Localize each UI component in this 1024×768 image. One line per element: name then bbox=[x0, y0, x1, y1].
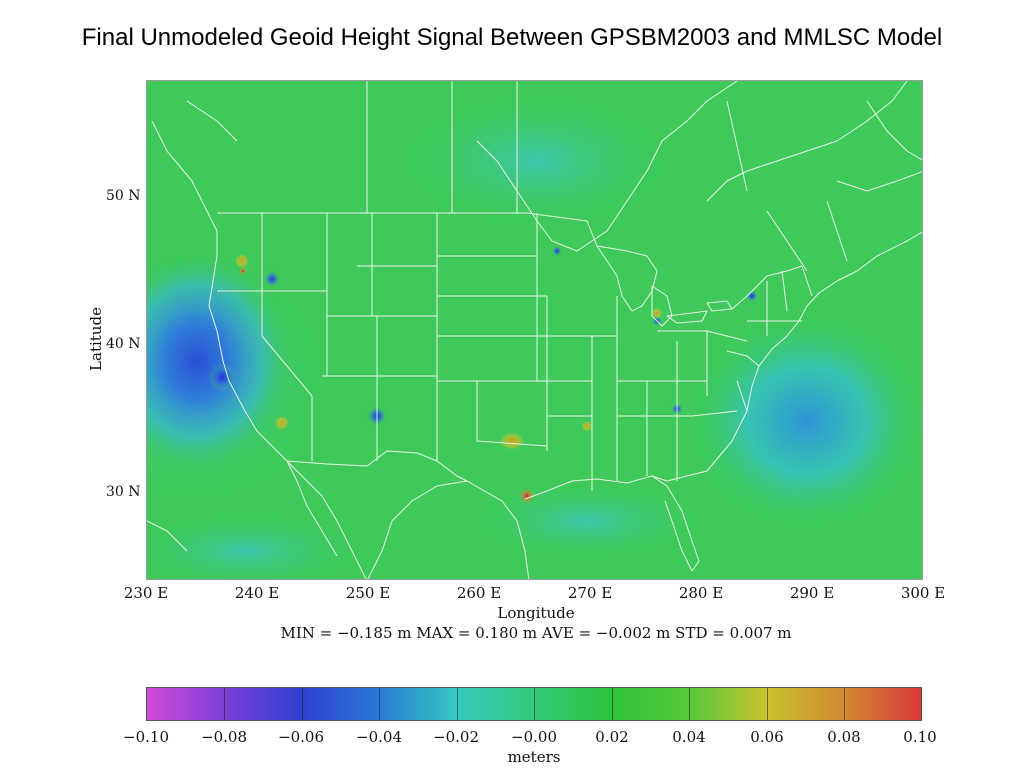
colorbar-label: 0.08 bbox=[827, 728, 861, 746]
map-canvas bbox=[147, 81, 922, 579]
colorbar-label: −0.06 bbox=[278, 728, 324, 746]
colorbar-divider bbox=[612, 688, 613, 720]
colorbar-divider bbox=[534, 688, 535, 720]
colorbar bbox=[146, 687, 922, 721]
y-tick-label: 30 N bbox=[106, 484, 141, 500]
colorbar-label: −0.02 bbox=[433, 728, 479, 746]
x-tick-label: 270 E bbox=[567, 584, 613, 602]
x-tick-label: 240 E bbox=[234, 584, 280, 602]
map-boundaries bbox=[147, 81, 922, 579]
y-tick-label: 40 N bbox=[106, 336, 141, 352]
signal-anomalies bbox=[147, 91, 922, 579]
colorbar-divider bbox=[302, 688, 303, 720]
colorbar-label: 0.10 bbox=[903, 728, 937, 746]
x-tick-label: 250 E bbox=[345, 584, 391, 602]
colorbar-label: 0.02 bbox=[595, 728, 629, 746]
colorbar-divider bbox=[379, 688, 380, 720]
statistics-line: MIN = −0.185 m MAX = 0.180 m AVE = −0.00… bbox=[280, 624, 792, 642]
colorbar-label: 0.04 bbox=[672, 728, 706, 746]
colorbar-divider bbox=[844, 688, 845, 720]
colorbar-divider bbox=[457, 688, 458, 720]
colorbar-label: −0.00 bbox=[511, 728, 557, 746]
map-title: Final Unmodeled Geoid Height Signal Betw… bbox=[81, 24, 943, 51]
y-tick-label: 50 N bbox=[106, 188, 141, 204]
y-axis-title: Latitude bbox=[86, 307, 105, 371]
colorbar-divider bbox=[224, 688, 225, 720]
x-tick-label: 280 E bbox=[678, 584, 724, 602]
geoid-signal-map bbox=[146, 80, 923, 580]
colorbar-divider bbox=[689, 688, 690, 720]
x-axis-title: Longitude bbox=[497, 604, 575, 622]
colorbar-label: −0.04 bbox=[356, 728, 402, 746]
x-tick-label: 260 E bbox=[456, 584, 502, 602]
colorbar-units: meters bbox=[507, 748, 561, 766]
x-tick-label: 300 E bbox=[900, 584, 946, 602]
colorbar-divider bbox=[767, 688, 768, 720]
colorbar-label: −0.10 bbox=[123, 728, 169, 746]
colorbar-label: −0.08 bbox=[201, 728, 247, 746]
colorbar-label: 0.06 bbox=[750, 728, 784, 746]
x-tick-label: 230 E bbox=[123, 584, 169, 602]
x-tick-label: 290 E bbox=[789, 584, 835, 602]
